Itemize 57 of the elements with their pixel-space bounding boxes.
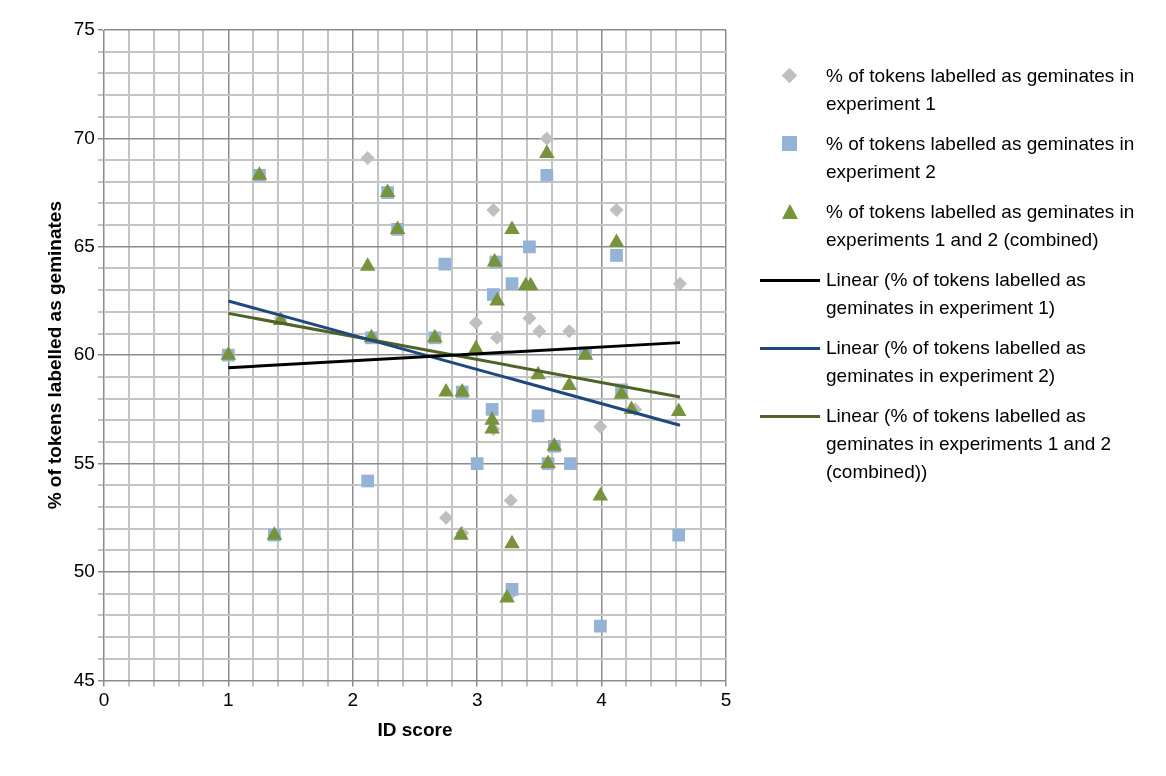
point bbox=[486, 202, 501, 217]
y-tick-label: 70 bbox=[73, 126, 95, 148]
point bbox=[531, 409, 545, 423]
point bbox=[564, 457, 577, 470]
point bbox=[522, 311, 537, 326]
point bbox=[361, 474, 375, 488]
point bbox=[438, 383, 454, 397]
y-tick-label: 60 bbox=[73, 343, 95, 365]
point bbox=[523, 240, 536, 254]
legend-label: % of tokens labelled as geminates in experiment 2 bbox=[826, 132, 1136, 184]
point bbox=[359, 257, 376, 271]
x-axis-title: ID score bbox=[377, 718, 453, 740]
point bbox=[532, 324, 547, 339]
point bbox=[503, 493, 518, 508]
point bbox=[593, 619, 607, 633]
point bbox=[539, 131, 554, 146]
point bbox=[561, 376, 578, 391]
point bbox=[562, 324, 577, 339]
y-tick-label: 45 bbox=[73, 668, 95, 690]
point bbox=[592, 487, 609, 501]
point bbox=[609, 202, 624, 217]
point bbox=[468, 315, 483, 330]
legend-label: Linear (% of tokens labelled as geminates in experiments 1 and 2 (combined)) bbox=[826, 404, 1113, 484]
x-tick-label: 1 bbox=[223, 689, 234, 711]
x-tick-label: 5 bbox=[720, 689, 732, 711]
y-tick-label: 65 bbox=[73, 235, 95, 257]
point bbox=[499, 589, 515, 603]
y-tick-label: 75 bbox=[73, 18, 95, 40]
x-tick-label: 2 bbox=[347, 689, 359, 711]
point bbox=[670, 402, 687, 417]
point bbox=[672, 528, 686, 542]
point bbox=[504, 534, 520, 549]
point bbox=[522, 276, 539, 291]
point bbox=[490, 330, 505, 345]
point bbox=[504, 220, 520, 234]
point bbox=[470, 457, 484, 470]
point bbox=[468, 339, 484, 354]
legend-label: % of tokens labelled as geminates in experiments 1 and 2 (combined) bbox=[826, 200, 1136, 252]
y-axis-title: % of tokens labelled as geminates bbox=[43, 201, 65, 510]
x-tick-label: 0 bbox=[98, 689, 110, 711]
point bbox=[539, 144, 555, 159]
point bbox=[438, 257, 452, 271]
point bbox=[608, 233, 625, 247]
x-tick-label: 3 bbox=[471, 689, 483, 711]
point bbox=[505, 277, 519, 291]
point bbox=[672, 276, 687, 291]
x-tick-label: 4 bbox=[596, 689, 608, 711]
point bbox=[489, 292, 505, 306]
y-tick-label: 50 bbox=[73, 560, 95, 582]
legend-label: % of tokens labelled as geminates in experiment 1 bbox=[826, 64, 1136, 116]
y-tick-label: 55 bbox=[73, 451, 95, 473]
legend-label: Linear (% of tokens labelled as geminates in experiment 2) bbox=[826, 336, 1087, 388]
point bbox=[593, 419, 608, 434]
point bbox=[360, 150, 375, 165]
legend-label: Linear (% of tokens labelled as geminates in experiment 1) bbox=[826, 268, 1087, 320]
point bbox=[540, 168, 554, 182]
point bbox=[610, 249, 623, 262]
